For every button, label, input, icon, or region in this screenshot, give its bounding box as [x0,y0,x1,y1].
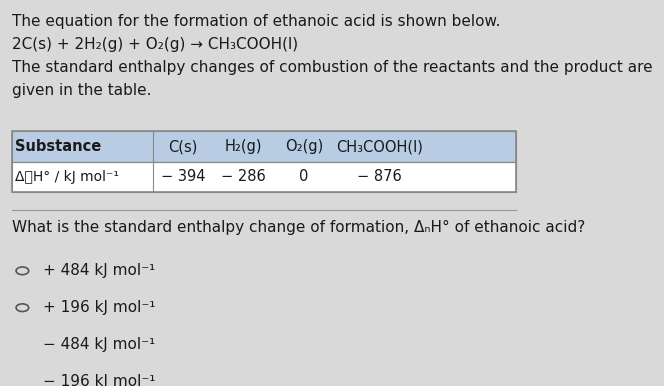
Text: given in the table.: given in the table. [12,83,151,98]
Text: − 394: − 394 [161,169,205,185]
Text: H₂(g): H₂(g) [225,139,262,154]
Text: Substance: Substance [15,139,101,154]
FancyBboxPatch shape [12,131,516,162]
FancyBboxPatch shape [12,162,516,192]
Text: − 484 kJ mol⁻¹: − 484 kJ mol⁻¹ [43,337,155,352]
Text: + 196 kJ mol⁻¹: + 196 kJ mol⁻¹ [43,300,156,315]
Text: − 876: − 876 [357,169,402,185]
Text: 2C(s) + 2H₂(g) + O₂(g) → CH₃COOH(l): 2C(s) + 2H₂(g) + O₂(g) → CH₃COOH(l) [12,37,298,52]
Text: − 286: − 286 [221,169,266,185]
Text: O₂(g): O₂(g) [285,139,323,154]
Text: CH₃COOH(l): CH₃COOH(l) [336,139,423,154]
Text: The standard enthalpy changes of combustion of the reactants and the product are: The standard enthalpy changes of combust… [12,60,653,75]
Text: The equation for the formation of ethanoic acid is shown below.: The equation for the formation of ethano… [12,14,501,29]
Text: ΔⰉH° / kJ mol⁻¹: ΔⰉH° / kJ mol⁻¹ [15,170,118,184]
Text: 0: 0 [299,169,309,185]
Text: + 484 kJ mol⁻¹: + 484 kJ mol⁻¹ [43,263,155,278]
Text: What is the standard enthalpy change of formation, ΔₙH° of ethanoic acid?: What is the standard enthalpy change of … [12,220,585,235]
Text: − 196 kJ mol⁻¹: − 196 kJ mol⁻¹ [43,374,156,386]
Text: C(s): C(s) [169,139,198,154]
